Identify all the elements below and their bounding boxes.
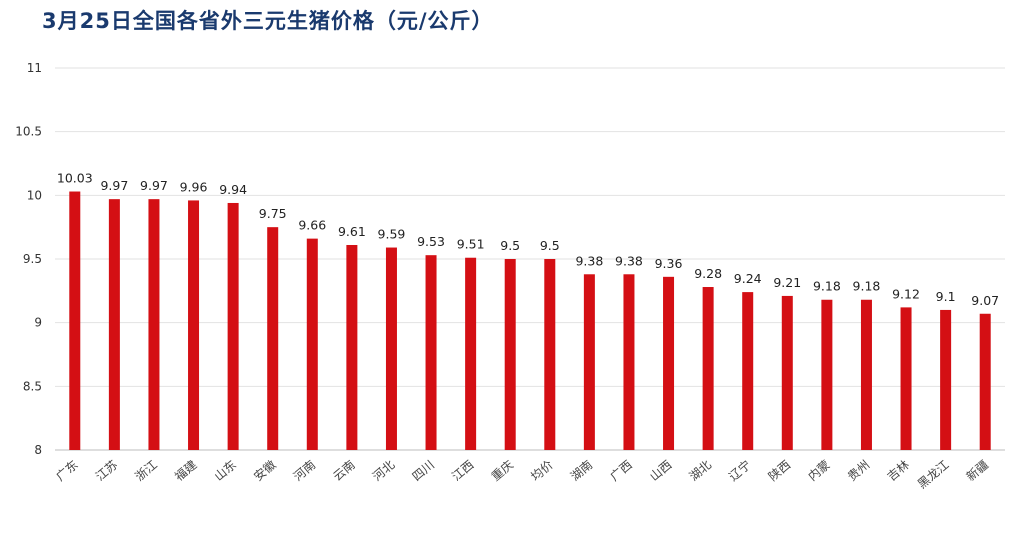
data-label: 9.12 [892, 286, 920, 301]
bar [623, 274, 635, 450]
x-category-label: 黑龙江 [915, 458, 952, 492]
y-tick-label: 8.5 [23, 379, 42, 393]
bar [188, 200, 200, 450]
bar [979, 313, 991, 450]
gridlines [55, 67, 1005, 451]
bar [108, 199, 120, 450]
y-tick-label: 10.5 [15, 125, 42, 139]
data-label: 9.59 [378, 227, 406, 242]
bar [583, 274, 595, 450]
x-category-label: 广西 [607, 458, 634, 484]
data-label: 9.21 [773, 275, 801, 290]
data-label: 9.97 [140, 178, 168, 193]
x-category-label: 吉林 [885, 458, 912, 484]
data-label: 9.75 [259, 206, 287, 221]
bar [702, 287, 714, 450]
data-labels: 10.03 9.97 9.97 9.96 9.94 9.75 9.66 9.61 9.59 9.5… [57, 171, 999, 308]
data-label: 9.18 [813, 279, 841, 294]
data-label: 9.1 [936, 289, 956, 304]
y-tick-label: 11 [27, 61, 42, 75]
x-category-label: 内蒙 [805, 458, 832, 484]
data-label: 9.5 [540, 238, 560, 253]
chart-title: 3月25日全国各省外三元生猪价格（元/公斤） [42, 9, 494, 33]
bar [544, 259, 556, 450]
data-label: 9.96 [180, 179, 208, 194]
bar [742, 292, 754, 450]
x-category-label: 山东 [212, 458, 239, 484]
x-category-label: 山西 [647, 458, 674, 484]
data-label: 10.03 [57, 171, 93, 186]
bar [346, 244, 358, 450]
bar [69, 191, 81, 450]
x-category-label: 重庆 [489, 458, 516, 484]
x-category-label: 福建 [171, 457, 199, 484]
data-label: 9.97 [100, 178, 128, 193]
bar [227, 202, 239, 450]
x-category-label: 河南 [290, 457, 318, 484]
bar [821, 299, 833, 450]
x-category-label: 贵州 [845, 458, 872, 484]
x-category-label: 陕西 [765, 457, 793, 484]
x-axis-categories: 广东 江苏 浙江 福建 山东 安徽 河南 云南 河北 四川 江西 重庆 均价 湖南 广西 山西 湖北 辽宁 陕西 内蒙… [53, 457, 991, 492]
x-category-label: 河北 [370, 458, 397, 484]
bars [69, 191, 991, 450]
bar [148, 199, 160, 450]
y-axis-ticks: 8 8.5 9 9.5 10 10.5 11 [15, 61, 42, 457]
data-label: 9.53 [417, 234, 445, 249]
bar [306, 238, 318, 450]
y-tick-label: 9.5 [23, 252, 42, 266]
x-category-label: 浙江 [132, 458, 159, 484]
y-tick-label: 10 [27, 188, 42, 202]
x-category-label: 均价 [528, 458, 555, 484]
x-category-label: 安徽 [251, 457, 279, 484]
bar [940, 309, 952, 450]
x-category-label: 新疆 [963, 457, 991, 484]
bar [385, 247, 397, 450]
x-category-label: 湖南 [567, 457, 595, 484]
x-category-label: 江西 [449, 458, 476, 484]
data-label: 9.51 [457, 237, 485, 252]
data-label: 9.07 [971, 293, 999, 308]
data-label: 9.38 [615, 253, 643, 268]
bar [900, 307, 912, 450]
x-category-label: 四川 [410, 458, 437, 484]
data-label: 9.24 [734, 271, 762, 286]
x-category-label: 辽宁 [726, 457, 754, 484]
data-label: 9.38 [575, 253, 603, 268]
bar [267, 227, 279, 450]
bar [504, 259, 516, 450]
bar [465, 257, 477, 450]
bar [663, 276, 675, 450]
data-label: 9.66 [298, 218, 326, 233]
data-label: 9.61 [338, 224, 366, 239]
y-tick-label: 9 [34, 316, 42, 330]
x-category-label: 云南 [330, 457, 358, 484]
x-category-label: 广东 [53, 458, 80, 484]
data-label: 9.36 [655, 256, 683, 271]
bar [860, 299, 872, 450]
x-category-label: 江苏 [93, 458, 120, 484]
bar [781, 295, 793, 450]
data-label: 9.5 [500, 238, 520, 253]
y-tick-label: 8 [34, 443, 42, 457]
data-label: 9.94 [219, 182, 247, 197]
bar [425, 255, 437, 450]
data-label: 9.18 [853, 279, 881, 294]
data-label: 9.28 [694, 266, 722, 281]
x-category-label: 湖北 [686, 457, 714, 484]
